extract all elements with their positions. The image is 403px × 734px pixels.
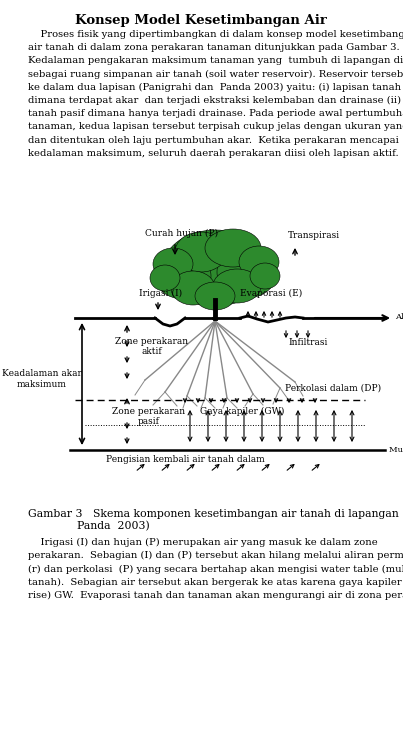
Text: Kedalaman pengakaran maksimum tanaman yang  tumbuh di lapangan dianggap: Kedalaman pengakaran maksimum tanaman ya… bbox=[28, 57, 403, 65]
Text: tanaman, kedua lapisan tersebut terpisah cukup jelas dengan ukuran yang relatif: tanaman, kedua lapisan tersebut terpisah… bbox=[28, 123, 403, 131]
Text: Proses fisik yang dipertimbangkan di dalam konsep model kesetimbangan: Proses fisik yang dipertimbangkan di dal… bbox=[28, 30, 403, 39]
Ellipse shape bbox=[217, 246, 277, 298]
Text: Keadalaman akar
maksimum: Keadalaman akar maksimum bbox=[2, 369, 82, 389]
Text: Transpirasi: Transpirasi bbox=[288, 231, 340, 240]
Ellipse shape bbox=[175, 232, 227, 272]
Ellipse shape bbox=[150, 265, 180, 291]
Text: air tanah di dalam zona perakaran tanaman ditunjukkan pada Gambar 3.: air tanah di dalam zona perakaran tanama… bbox=[28, 43, 400, 52]
Text: Infiltrasi: Infiltrasi bbox=[288, 338, 327, 347]
Text: Evaporasi (E): Evaporasi (E) bbox=[240, 289, 302, 298]
Ellipse shape bbox=[213, 269, 261, 303]
Text: Irigasi (I): Irigasi (I) bbox=[139, 289, 182, 298]
Ellipse shape bbox=[155, 253, 211, 299]
Text: Zone perakaran
pasif: Zone perakaran pasif bbox=[112, 407, 185, 426]
Text: Panda  2003): Panda 2003) bbox=[28, 521, 150, 531]
Text: Gaya kapiler (GW): Gaya kapiler (GW) bbox=[200, 407, 285, 416]
Ellipse shape bbox=[153, 248, 193, 280]
Text: tanah pasif dimana hanya terjadi drainase. Pada periode awal pertumbuhan: tanah pasif dimana hanya terjadi drainas… bbox=[28, 109, 403, 118]
Text: Aliran permukaan (Q): Aliran permukaan (Q) bbox=[395, 313, 403, 321]
Text: Zone perakaran
aktif: Zone perakaran aktif bbox=[115, 337, 188, 357]
Ellipse shape bbox=[171, 271, 215, 305]
Ellipse shape bbox=[163, 230, 267, 306]
Text: rise) GW.  Evaporasi tanah dan tanaman akan mengurangi air di zona perakaran.: rise) GW. Evaporasi tanah dan tanaman ak… bbox=[28, 591, 403, 600]
Text: perakaran.  Sebagian (I) dan (P) tersebut akan hilang melalui aliran permukaan: perakaran. Sebagian (I) dan (P) tersebut… bbox=[28, 551, 403, 560]
Text: kedalaman maksimum, seluruh daerah perakaran diisi oleh lapisan aktif.: kedalaman maksimum, seluruh daerah perak… bbox=[28, 149, 399, 158]
Ellipse shape bbox=[239, 246, 279, 278]
Ellipse shape bbox=[250, 263, 280, 289]
Text: sebagai ruang simpanan air tanah (soil water reservoir). Reservoir tersebut diba: sebagai ruang simpanan air tanah (soil w… bbox=[28, 70, 403, 79]
Text: Muka air tanah: Muka air tanah bbox=[389, 446, 403, 454]
Text: Konsep Model Kesetimbangan Air: Konsep Model Kesetimbangan Air bbox=[75, 14, 327, 27]
Text: Curah hujan (P): Curah hujan (P) bbox=[145, 229, 218, 238]
Ellipse shape bbox=[195, 282, 235, 310]
Text: Gambar 3   Skema komponen kesetimbangan air tanah di lapangan (Panigrahi dan: Gambar 3 Skema komponen kesetimbangan ai… bbox=[28, 508, 403, 518]
Text: Perkolasi dalam (DP): Perkolasi dalam (DP) bbox=[285, 384, 381, 393]
Text: (r) dan perkolasi  (P) yang secara bertahap akan mengisi water table (muka air: (r) dan perkolasi (P) yang secara bertah… bbox=[28, 564, 403, 573]
Text: Irigasi (I) dan hujan (P) merupakan air yang masuk ke dalam zone: Irigasi (I) dan hujan (P) merupakan air … bbox=[28, 538, 378, 547]
Text: Pengisian kembali air tanah dalam: Pengisian kembali air tanah dalam bbox=[106, 455, 264, 464]
Text: dan ditentukan oleh laju pertumbuhan akar.  Ketika perakaran mencapai: dan ditentukan oleh laju pertumbuhan aka… bbox=[28, 136, 399, 145]
Text: ke dalam dua lapisan (Panigrahi dan  Panda 2003) yaitu: (i) lapisan tanah aktif: ke dalam dua lapisan (Panigrahi dan Pand… bbox=[28, 83, 403, 92]
Text: dimana terdapat akar  dan terjadi ekstraksi kelembaban dan drainase (ii) lapisan: dimana terdapat akar dan terjadi ekstrak… bbox=[28, 96, 403, 105]
Ellipse shape bbox=[205, 229, 261, 267]
Text: tanah).  Sebagian air tersebut akan bergerak ke atas karena gaya kapiler (capill: tanah). Sebagian air tersebut akan berge… bbox=[28, 578, 403, 586]
